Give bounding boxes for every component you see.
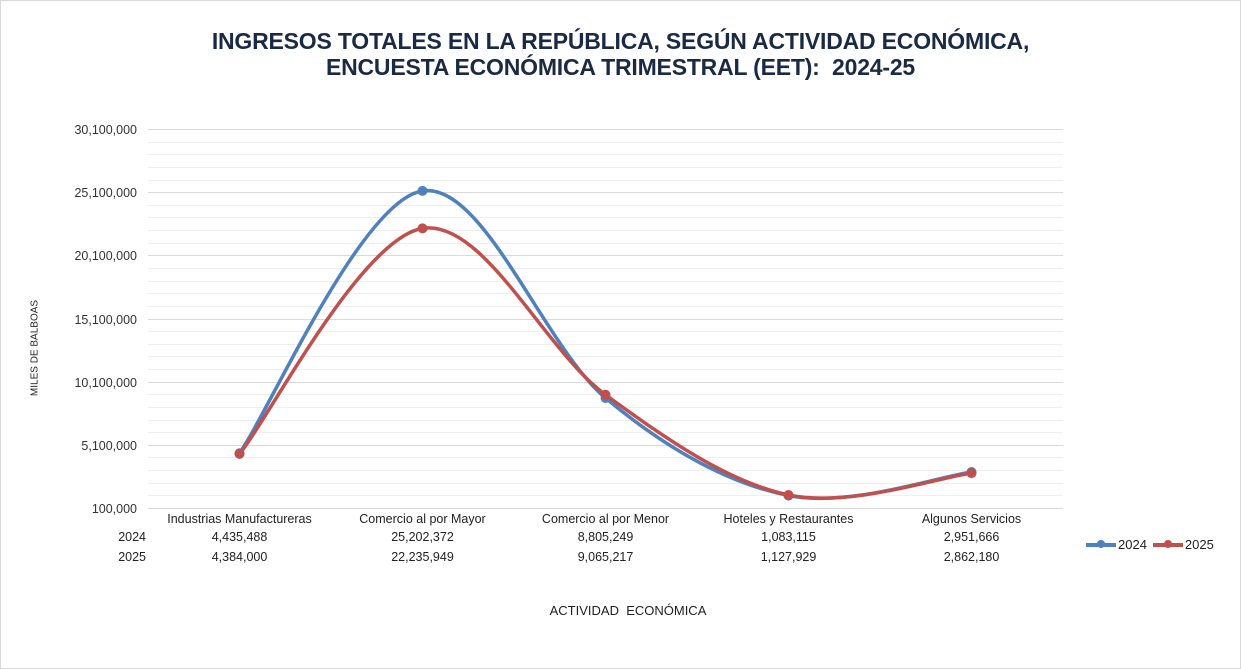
data-table-row-label-2024: 2024	[118, 530, 146, 544]
y-tick-label: 10,100,000	[74, 376, 137, 390]
chart-title: INGRESOS TOTALES EN LA REPÚBLICA, SEGÚN …	[0, 28, 1241, 80]
data-table-cell-2025-4: 2,862,180	[944, 550, 1000, 564]
legend: 2024 2025	[1086, 537, 1220, 552]
data-point-2025-0	[234, 448, 245, 459]
data-table-row-label-2025: 2025	[118, 550, 146, 564]
data-point-2025-1	[417, 223, 428, 234]
x-category-label: Industrias Manufactureras	[167, 512, 312, 526]
y-tick-label: 25,100,000	[74, 186, 137, 200]
legend-label-2024: 2024	[1118, 537, 1147, 552]
series-line-2025	[237, 226, 974, 500]
chart-title-line-2: ENCUESTA ECONÓMICA TRIMESTRAL (EET): 202…	[325, 54, 916, 80]
legend-item-2025[interactable]: 2025	[1152, 537, 1214, 552]
x-axis-label: ACTIVIDAD ECONÓMICA	[549, 603, 707, 618]
data-table-cell-2025-3: 1,127,929	[761, 550, 817, 564]
legend-label-2025: 2025	[1184, 537, 1214, 552]
data-table-cell-2024-1: 25,202,372	[391, 530, 454, 544]
legend-item-2024[interactable]: 2024	[1086, 537, 1147, 552]
data-table-cell-2024-3: 1,083,115	[761, 530, 816, 544]
data-table-cell-2025-0: 4,384,000	[212, 550, 268, 564]
legend-swatch-2025	[1152, 540, 1183, 548]
data-point-2025-2	[600, 389, 611, 400]
data-point-2025-4	[966, 468, 977, 479]
x-category-label: Comercio al por Menor	[542, 512, 669, 526]
y-tick-label: 100,000	[92, 502, 137, 516]
data-table-cell-2024-0: 4,435,488	[212, 530, 268, 544]
data-point-2025-3	[783, 490, 794, 501]
legend-swatch-2024	[1086, 540, 1116, 548]
data-table-cell-2024-2: 8,805,249	[578, 530, 634, 544]
y-tick-label: 30,100,000	[74, 123, 137, 137]
data-table-cell-2024-4: 2,951,666	[944, 530, 1000, 544]
data-table-cell-2025-1: 22,235,949	[391, 550, 454, 564]
y-tick-label: 15,100,000	[74, 313, 137, 327]
chart-title-line-1: INGRESOS TOTALES EN LA REPÚBLICA, SEGÚN …	[211, 28, 1030, 54]
y-tick-label: 5,100,000	[81, 439, 137, 453]
y-tick-label: 20,100,000	[74, 249, 137, 263]
x-category-label: Algunos Servicios	[922, 512, 1021, 526]
x-category-label: Hoteles y Restaurantes	[724, 512, 854, 526]
x-category-label: Comercio al por Mayor	[359, 512, 485, 526]
data-table-cell-2025-2: 9,065,217	[578, 550, 634, 564]
data-point-2024-1	[417, 185, 428, 196]
